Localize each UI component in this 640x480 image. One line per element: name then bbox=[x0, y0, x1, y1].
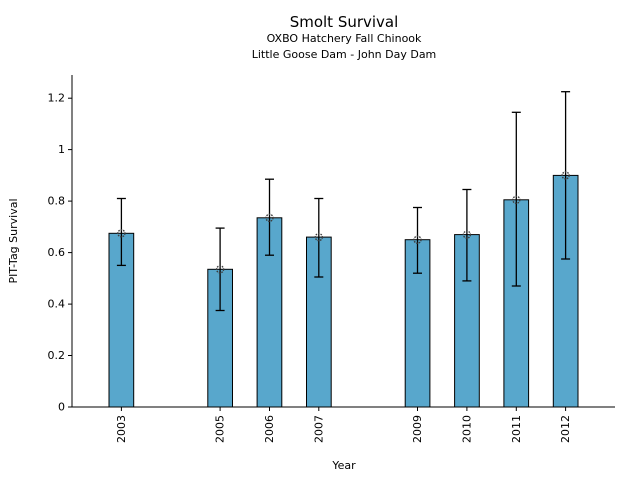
y-tick-label: 1.2 bbox=[48, 92, 66, 105]
y-tick-label: 1 bbox=[58, 143, 65, 156]
open-circle-marker bbox=[265, 213, 274, 223]
y-tick-label: 0.4 bbox=[48, 298, 66, 311]
x-tick-label: 2006 bbox=[263, 415, 276, 443]
open-circle-marker bbox=[413, 235, 422, 244]
open-circle-marker bbox=[512, 195, 521, 205]
x-tick-label: 2007 bbox=[312, 415, 325, 443]
x-axis-label: Year bbox=[331, 459, 356, 472]
y-tick-label: 0 bbox=[58, 401, 65, 414]
y-tick-label: 0.8 bbox=[48, 195, 66, 208]
open-circle-marker bbox=[462, 230, 472, 239]
y-axis-label: PIT-Tag Survival bbox=[7, 198, 20, 283]
open-circle-marker bbox=[117, 229, 126, 238]
x-tick-label: 2003 bbox=[115, 415, 128, 443]
chart-title: Smolt Survival bbox=[290, 13, 399, 31]
x-tick-label: 2012 bbox=[559, 415, 572, 443]
x-tick-label: 2011 bbox=[510, 415, 523, 443]
plot-area: 0 0.2 0.4 0.6 0.8 1 1.2 2003 2005 2006 2007 2009 201… bbox=[48, 75, 615, 443]
chart-subtitle-line2: Little Goose Dam - John Day Dam bbox=[252, 48, 437, 61]
open-circle-marker bbox=[215, 265, 225, 274]
x-tick-label: 2009 bbox=[411, 415, 424, 443]
y-tick-label: 0.2 bbox=[48, 349, 66, 362]
open-circle-marker bbox=[314, 232, 323, 242]
open-circle-marker bbox=[561, 171, 570, 180]
chart-subtitle-line1: OXBO Hatchery Fall Chinook bbox=[267, 32, 422, 45]
bar bbox=[306, 236, 332, 408]
x-tick-label: 2005 bbox=[214, 415, 227, 443]
y-tick-label: 0.6 bbox=[48, 246, 66, 259]
x-tick-label: 2010 bbox=[460, 415, 473, 443]
